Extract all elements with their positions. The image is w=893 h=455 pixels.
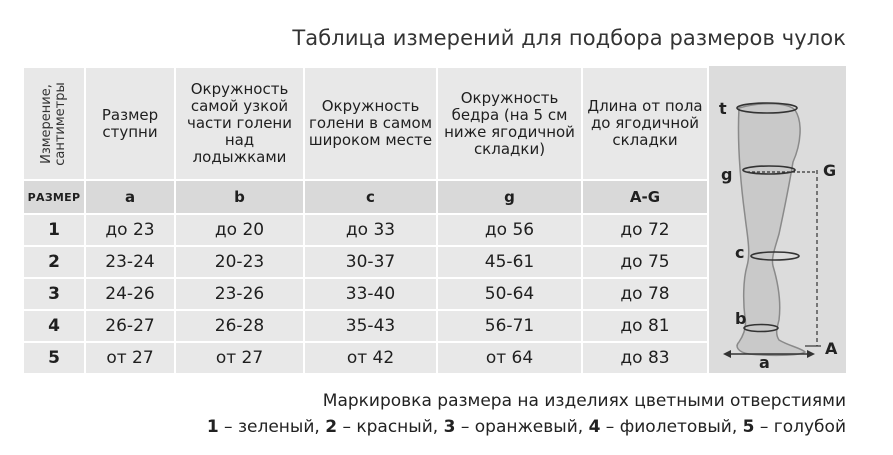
size-cell: 1 bbox=[22, 213, 86, 247]
color-name: голубой bbox=[773, 417, 846, 437]
color-number: 1 bbox=[206, 417, 219, 437]
leg-diagram: t g G c b a A bbox=[709, 66, 846, 373]
value-cell: от 27 bbox=[84, 341, 176, 375]
ankle-ellipse bbox=[743, 323, 779, 333]
foot-arrow-right bbox=[807, 350, 815, 358]
label-A: A bbox=[825, 339, 838, 358]
header-ankle: Окружность самой узкой части голени над … bbox=[174, 66, 305, 181]
value-cell: до 23 bbox=[84, 213, 176, 247]
code-row: РАЗМЕР a b c g A-G bbox=[22, 179, 709, 215]
value-cell: 23-24 bbox=[84, 245, 176, 279]
table-row: 4 26-27 26-28 35-43 56-71 до 81 bbox=[22, 309, 709, 343]
header-thigh: Окружность бедра (на 5 см ниже ягодичной… bbox=[436, 66, 583, 181]
code-cell: c bbox=[303, 179, 438, 215]
value-cell: 33-40 bbox=[303, 277, 438, 311]
value-cell: 35-43 bbox=[303, 309, 438, 343]
color-number: 2 bbox=[325, 417, 338, 437]
size-cell: 3 bbox=[22, 277, 86, 311]
label-G: G bbox=[823, 161, 836, 180]
page-title: Таблица измерений для подбора размеров ч… bbox=[292, 26, 846, 50]
label-g: g bbox=[721, 165, 732, 184]
header-foot-size: Размер ступни bbox=[84, 66, 176, 181]
label-b: b bbox=[735, 309, 746, 328]
header-row: Измерение, сантиметры Размер ступни Окру… bbox=[22, 66, 709, 181]
value-cell: 26-27 bbox=[84, 309, 176, 343]
value-cell: до 81 bbox=[581, 309, 709, 343]
value-cell: от 42 bbox=[303, 341, 438, 375]
table-row: 3 24-26 23-26 33-40 50-64 до 78 bbox=[22, 277, 709, 311]
code-cell: A-G bbox=[581, 179, 709, 215]
value-cell: до 56 bbox=[436, 213, 583, 247]
value-cell: 23-26 bbox=[174, 277, 305, 311]
value-cell: до 75 bbox=[581, 245, 709, 279]
color-number: 5 bbox=[742, 417, 755, 437]
value-cell: 26-28 bbox=[174, 309, 305, 343]
marking-note: Маркировка размера на изделиях цветными … bbox=[322, 391, 846, 411]
value-cell: до 33 bbox=[303, 213, 438, 247]
size-cell: 4 bbox=[22, 309, 86, 343]
size-cell: 2 bbox=[22, 245, 86, 279]
value-cell: 20-23 bbox=[174, 245, 305, 279]
code-cell: b bbox=[174, 179, 305, 215]
header-length: Длина от пола до ягодичной складки bbox=[581, 66, 709, 181]
code-cell: a bbox=[84, 179, 176, 215]
table-row: 1 до 23 до 20 до 33 до 56 до 72 bbox=[22, 213, 709, 247]
size-table: Измерение, сантиметры Размер ступни Окру… bbox=[22, 66, 709, 375]
corner-cell: Измерение, сантиметры bbox=[22, 66, 86, 181]
value-cell: до 20 bbox=[174, 213, 305, 247]
value-cell: до 72 bbox=[581, 213, 709, 247]
calf-ellipse bbox=[750, 251, 800, 261]
code-cell: g bbox=[436, 179, 583, 215]
label-t: t bbox=[719, 99, 727, 118]
color-number: 3 bbox=[443, 417, 456, 437]
value-cell: 24-26 bbox=[84, 277, 176, 311]
color-name: зеленый bbox=[237, 417, 315, 437]
header-calf: Окружность голени в самом широком месте bbox=[303, 66, 438, 181]
table-row: 2 23-24 20-23 30-37 45-61 до 75 bbox=[22, 245, 709, 279]
leg-silhouette bbox=[736, 103, 807, 357]
top-ellipse bbox=[736, 102, 798, 114]
table-row: 5 от 27 от 27 от 42 от 64 до 83 bbox=[22, 341, 709, 375]
foot-arrow-left bbox=[723, 350, 731, 358]
size-cell: 5 bbox=[22, 341, 86, 375]
leg-diagram-svg: t g G c b a A bbox=[719, 99, 838, 372]
value-cell: от 64 bbox=[436, 341, 583, 375]
color-name: фиолетовый bbox=[619, 417, 732, 437]
value-cell: 56-71 bbox=[436, 309, 583, 343]
value-cell: от 27 bbox=[174, 341, 305, 375]
label-c: c bbox=[735, 243, 744, 262]
value-cell: 30-37 bbox=[303, 245, 438, 279]
corner-label: Измерение, сантиметры bbox=[39, 81, 68, 166]
value-cell: 50-64 bbox=[436, 277, 583, 311]
thigh-ellipse bbox=[742, 165, 796, 175]
color-number: 4 bbox=[588, 417, 601, 437]
color-name: красный bbox=[356, 417, 433, 437]
size-label: РАЗМЕР bbox=[22, 179, 86, 215]
value-cell: до 78 bbox=[581, 277, 709, 311]
label-a: a bbox=[759, 353, 770, 372]
value-cell: до 83 bbox=[581, 341, 709, 375]
value-cell: 45-61 bbox=[436, 245, 583, 279]
color-legend: 1 – зеленый, 2 – красный, 3 – оранжевый,… bbox=[206, 417, 846, 437]
color-name: оранжевый bbox=[474, 417, 578, 437]
